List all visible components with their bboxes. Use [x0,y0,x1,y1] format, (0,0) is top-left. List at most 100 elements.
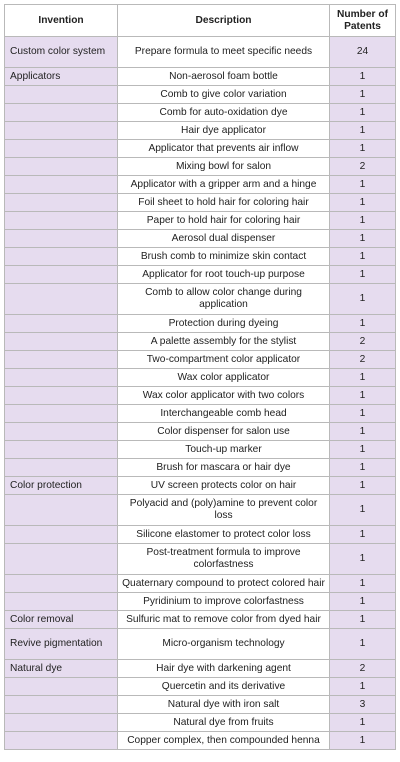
table-row: Wax color applicator 1 [4,368,396,387]
patents-cell: 1 [329,283,396,315]
description-cell: Applicator with a gripper arm and a hing… [117,175,330,194]
patents-cell: 3 [329,695,396,714]
description-cell: Aerosol dual dispenser [117,229,330,248]
table-row: Comb to give color variation 1 [4,85,396,104]
description-cell: UV screen protects color on hair [117,476,330,495]
patents-cell: 1 [329,592,396,611]
table-row: Mixing bowl for salon 2 [4,157,396,176]
description-cell: Applicator that prevents air inflow [117,139,330,158]
description-cell: Wax color applicator [117,368,330,387]
invention-cell [4,592,118,611]
description-cell: Natural dye with iron salt [117,695,330,714]
table-row: Silicone elastomer to protect color loss… [4,525,396,544]
invention-cell [4,139,118,158]
description-cell: Mixing bowl for salon [117,157,330,176]
table-row: Touch-up marker 1 [4,440,396,459]
patents-cell: 1 [329,85,396,104]
description-cell: Quaternary compound to protect colored h… [117,574,330,593]
patents-cell: 1 [329,628,396,660]
invention-cell [4,229,118,248]
description-cell: Applicator for root touch-up purpose [117,265,330,284]
invention-cell [4,157,118,176]
description-cell: Comb for auto-oxidation dye [117,103,330,122]
table-row: Custom color system Prepare formula to me… [4,36,396,68]
patents-cell: 1 [329,211,396,230]
table-row: Copper complex, then compounded henna 1 [4,731,396,750]
table-row: Brush for mascara or hair dye 1 [4,458,396,477]
table-row: Applicator for root touch-up purpose 1 [4,265,396,284]
table-row: Wax color applicator with two colors 1 [4,386,396,405]
invention-cell [4,677,118,696]
patents-cell: 1 [329,574,396,593]
description-cell: Touch-up marker [117,440,330,459]
patents-cell: 1 [329,193,396,212]
table-row: Quaternary compound to protect colored h… [4,574,396,593]
invention-cell [4,695,118,714]
patents-cell: 1 [329,121,396,140]
invention-cell [4,175,118,194]
header-invention: Invention [4,4,118,37]
table-row: Pyridinium to improve colorfastness 1 [4,592,396,611]
patents-cell: 1 [329,103,396,122]
patents-cell: 2 [329,332,396,351]
invention-cell [4,247,118,266]
patents-cell: 2 [329,350,396,369]
patents-cell: 1 [329,677,396,696]
invention-cell [4,440,118,459]
description-cell: Sulfuric mat to remove color from dyed h… [117,610,330,629]
patents-cell: 1 [329,494,396,526]
header-description: Description [117,4,330,37]
invention-cell: Natural dye [4,659,118,678]
table-row: Applicators Non-aerosol foam bottle 1 [4,67,396,86]
invention-cell: Custom color system [4,36,118,68]
description-cell: Polyacid and (poly)amine to prevent colo… [117,494,330,526]
description-cell: Two-compartment color applicator [117,350,330,369]
table-row: Comb for auto-oxidation dye 1 [4,103,396,122]
table-row: Color protection UV screen protects color… [4,476,396,495]
patents-cell: 1 [329,543,396,575]
description-cell: Prepare formula to meet specific needs [117,36,330,68]
patents-cell: 1 [329,265,396,284]
invention-cell [4,404,118,423]
patents-cell: 1 [329,476,396,495]
invention-cell [4,422,118,441]
table-row: Aerosol dual dispenser 1 [4,229,396,248]
invention-cell: Revive pigmentation [4,628,118,660]
description-cell: Post-treatment formula to improve colorf… [117,543,330,575]
table-row: Paper to hold hair for coloring hair 1 [4,211,396,230]
patents-cell: 1 [329,440,396,459]
description-cell: A palette assembly for the stylist [117,332,330,351]
table-row: A palette assembly for the stylist 2 [4,332,396,351]
description-cell: Comb to allow color change during applic… [117,283,330,315]
invention-cell [4,121,118,140]
invention-cell [4,283,118,315]
description-cell: Wax color applicator with two colors [117,386,330,405]
header-patents: Number of Patents [329,4,396,37]
description-cell: Natural dye from fruits [117,713,330,732]
description-cell: Hair dye with darkening agent [117,659,330,678]
invention-cell [4,731,118,750]
description-cell: Brush for mascara or hair dye [117,458,330,477]
description-cell: Hair dye applicator [117,121,330,140]
table-row: Natural dye Hair dye with darkening agent… [4,659,396,678]
description-cell: Interchangeable comb head [117,404,330,423]
patents-cell: 1 [329,458,396,477]
description-cell: Foil sheet to hold hair for coloring hai… [117,193,330,212]
table-row: Interchangeable comb head 1 [4,404,396,423]
invention-cell [4,386,118,405]
patents-cell: 2 [329,659,396,678]
description-cell: Quercetin and its derivative [117,677,330,696]
table-row: Applicator with a gripper arm and a hing… [4,175,396,194]
patents-cell: 1 [329,713,396,732]
patents-cell: 1 [329,229,396,248]
description-cell: Pyridinium to improve colorfastness [117,592,330,611]
table-row: Applicator that prevents air inflow 1 [4,139,396,158]
patents-cell: 1 [329,386,396,405]
table-row: Natural dye from fruits 1 [4,713,396,732]
patents-cell: 1 [329,610,396,629]
table-row: Post-treatment formula to improve colorf… [4,543,396,575]
description-cell: Brush comb to minimize skin contact [117,247,330,266]
description-cell: Micro-organism technology [117,628,330,660]
patents-cell: 1 [329,368,396,387]
invention-cell [4,574,118,593]
